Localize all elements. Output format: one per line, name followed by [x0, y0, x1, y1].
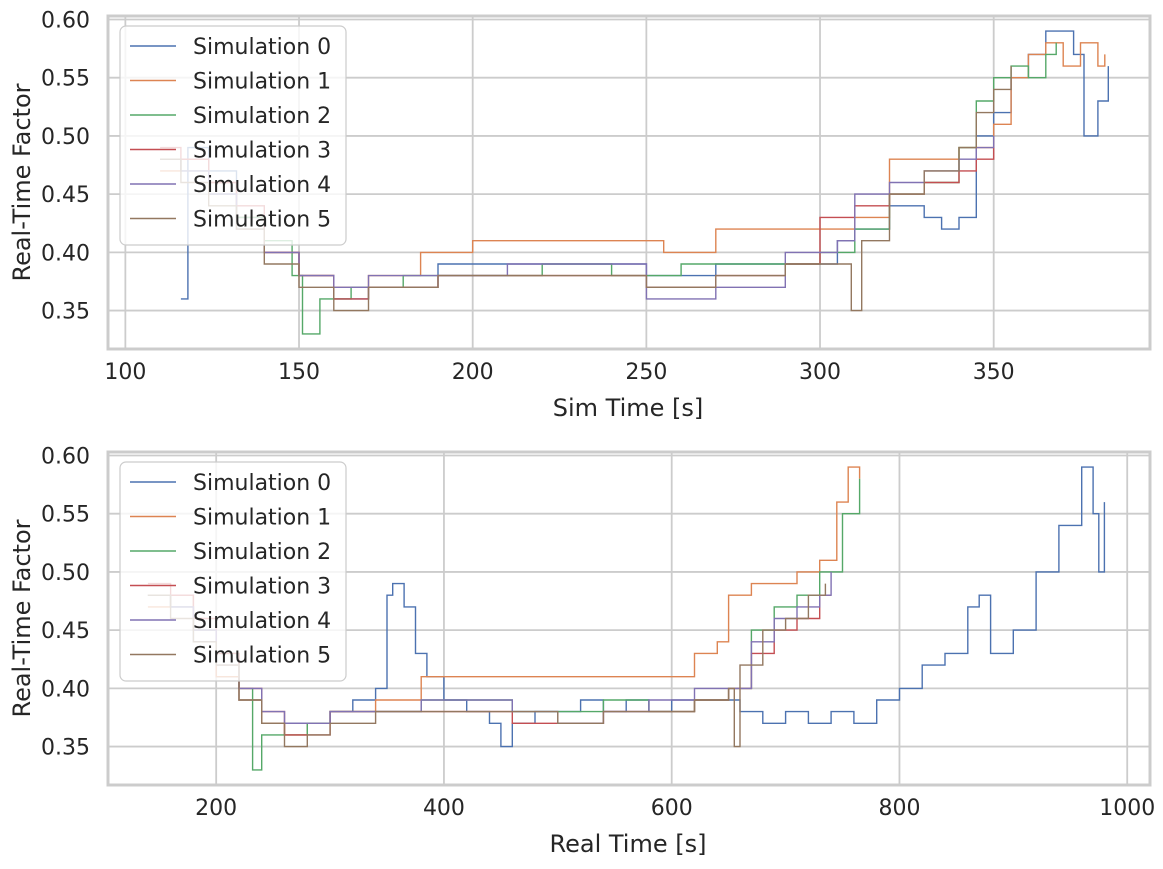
x-tick-label: 350: [973, 360, 1015, 385]
y-tick-label: 0.55: [41, 503, 90, 528]
x-tick-label: 600: [651, 796, 693, 821]
x-axis-label: Real Time [s]: [550, 830, 707, 858]
chart-panel-0: 100 150 200 250 300 350 0.35 0.40 0.45 0.50 0.55 0.…: [8, 8, 1152, 422]
y-axis-label: Real-Time Factor: [8, 83, 36, 281]
x-tick-label: 200: [195, 796, 237, 821]
legend-label: Simulation 1: [193, 70, 331, 95]
legend-label: Simulation 3: [193, 139, 331, 164]
legend-label: Simulation 0: [193, 35, 331, 60]
y-tick-label: 0.45: [41, 619, 90, 644]
legend-label: Simulation 3: [193, 575, 331, 600]
x-tick-label: 1000: [1099, 796, 1155, 821]
y-tick-label: 0.45: [41, 183, 90, 208]
legend-label: Simulation 5: [193, 208, 331, 233]
x-axis-label: Sim Time [s]: [553, 394, 704, 422]
y-axis-label: Real-Time Factor: [8, 519, 36, 717]
y-tick-label: 0.60: [41, 444, 90, 469]
y-tick-label: 0.50: [41, 561, 90, 586]
series-group: [147, 466, 1106, 771]
legend: Simulation 0 Simulation 1 Simulation 2 Simu…: [119, 461, 347, 682]
y-tick-label: 0.50: [41, 125, 90, 150]
x-tick-label: 800: [878, 796, 920, 821]
y-tick-label: 0.60: [41, 8, 90, 33]
legend-label: Simulation 0: [193, 471, 331, 496]
y-tick-label: 0.35: [41, 300, 90, 325]
legend-label: Simulation 4: [193, 173, 331, 198]
x-tick-label: 200: [452, 360, 494, 385]
legend-box: [119, 25, 347, 246]
legend-label: Simulation 1: [193, 506, 331, 531]
x-tick-label: 250: [625, 360, 667, 385]
legend-label: Simulation 2: [193, 540, 331, 565]
y-tick-label: 0.55: [41, 67, 90, 92]
legend-label: Simulation 4: [193, 609, 331, 634]
x-tick-label: 400: [423, 796, 465, 821]
legend-box: [119, 461, 347, 682]
legend: Simulation 0 Simulation 1 Simulation 2 Simu…: [119, 25, 347, 246]
legend-label: Simulation 2: [193, 104, 331, 129]
y-tick-label: 0.35: [41, 736, 90, 761]
chart-panel-1: 200 400 600 800 1000 0.35 0.40 0.45 0.50 0.55 0.60…: [8, 444, 1155, 858]
x-tick-label: 300: [799, 360, 841, 385]
y-tick-label: 0.40: [41, 241, 90, 266]
y-tick-label: 0.40: [41, 677, 90, 702]
x-tick-label: 100: [104, 360, 146, 385]
x-tick-label: 150: [278, 360, 320, 385]
legend-label: Simulation 5: [193, 644, 331, 669]
